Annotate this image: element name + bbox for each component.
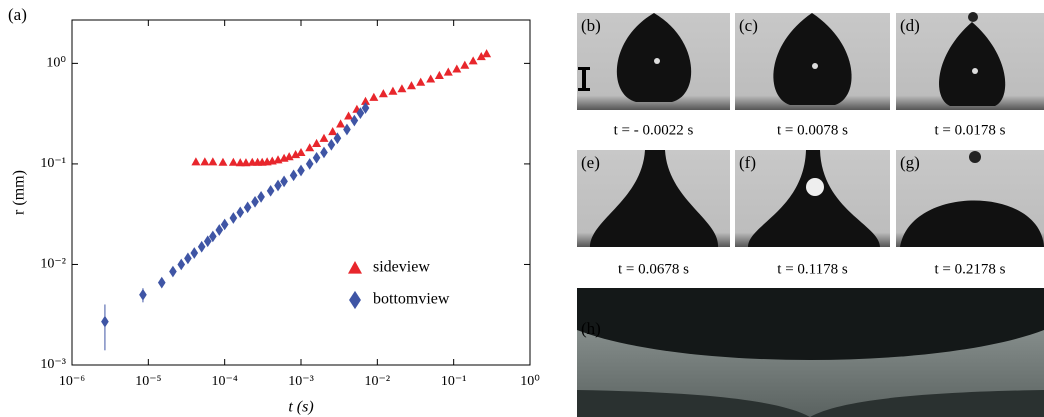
point [229, 158, 238, 166]
point [297, 165, 305, 177]
panel-label: (b) [581, 16, 601, 35]
point [218, 158, 227, 166]
point [305, 143, 314, 151]
point [313, 152, 321, 164]
x-tick-label: 10⁻⁵ [135, 374, 161, 389]
point [184, 253, 192, 265]
point [290, 169, 298, 181]
point [306, 158, 314, 170]
point [416, 78, 425, 86]
panel-label: (e) [581, 153, 600, 172]
point [251, 196, 259, 208]
panel-caption: t = 0.0178 s [935, 122, 1006, 138]
photo-f [735, 150, 890, 247]
photo-c [735, 13, 890, 110]
point [344, 111, 353, 119]
panel-label: (c) [739, 16, 758, 35]
point [257, 191, 265, 203]
figure: (a) t (s) r (mm) 10⁻⁶ 10⁻⁵ 10⁻⁴ 10⁻³ 10⁻² 10⁻¹ 10… [0, 0, 1044, 417]
point [200, 157, 209, 165]
point [319, 134, 328, 142]
point [369, 93, 378, 101]
point [177, 259, 185, 271]
point [397, 84, 406, 92]
point [244, 201, 252, 213]
point [444, 68, 453, 76]
point [158, 277, 166, 289]
point [407, 81, 416, 89]
x-tick-label: 10⁻² [365, 374, 391, 389]
point [452, 64, 461, 72]
point [236, 206, 244, 218]
point [169, 266, 177, 278]
point [482, 49, 491, 57]
panel-caption: t = 0.0678 s [618, 261, 689, 277]
legend-marker [349, 291, 361, 309]
panel-caption: t = - 0.0022 s [614, 122, 694, 138]
x-tick-label: 10⁻¹ [441, 374, 467, 389]
y-axis-label: r (mm) [11, 170, 28, 215]
panel-caption: t = 0.2178 s [935, 261, 1006, 277]
point [208, 157, 217, 165]
panel-label: (f) [739, 153, 756, 172]
point [320, 147, 328, 159]
panel-label: (h) [581, 319, 601, 338]
panel-caption: t = 0.0078 s [777, 122, 848, 138]
point [460, 61, 469, 69]
point [336, 119, 345, 127]
x-axis-label: t (s) [288, 399, 313, 416]
x-tick-label: 10⁻³ [288, 374, 314, 389]
point [312, 139, 321, 147]
point [328, 139, 336, 151]
point [388, 87, 397, 95]
point [351, 115, 359, 127]
legend-label: sideview [373, 259, 430, 276]
point [328, 127, 337, 135]
x-tick-label: 10⁰ [520, 374, 540, 389]
point [198, 241, 206, 253]
point [435, 71, 444, 79]
y-tick-label: 10⁻¹ [40, 156, 66, 171]
legend-label: bottomview [373, 291, 450, 308]
panel-label: (g) [900, 153, 920, 172]
x-tick-label: 10⁻⁶ [59, 374, 85, 389]
point [469, 56, 478, 64]
panel-caption: t = 0.1178 s [777, 261, 848, 277]
point [230, 212, 238, 224]
y-tick-label: 10⁻² [40, 257, 66, 272]
point [101, 316, 109, 328]
point [267, 185, 275, 197]
point [139, 289, 147, 301]
plot-frame [72, 20, 530, 365]
photo-e [577, 150, 730, 247]
point [191, 157, 200, 165]
point [297, 148, 306, 156]
y-tick-label: 10⁰ [46, 56, 66, 71]
y-tick-label: 10⁻³ [40, 357, 66, 372]
panel-label: (a) [8, 5, 27, 24]
panel-label: (d) [900, 16, 920, 35]
point [190, 247, 198, 259]
x-tick-label: 10⁻⁴ [212, 374, 238, 389]
point [343, 124, 351, 136]
photo-h [577, 288, 1044, 417]
legend-marker [348, 261, 362, 274]
point [379, 89, 388, 97]
point [426, 74, 435, 82]
